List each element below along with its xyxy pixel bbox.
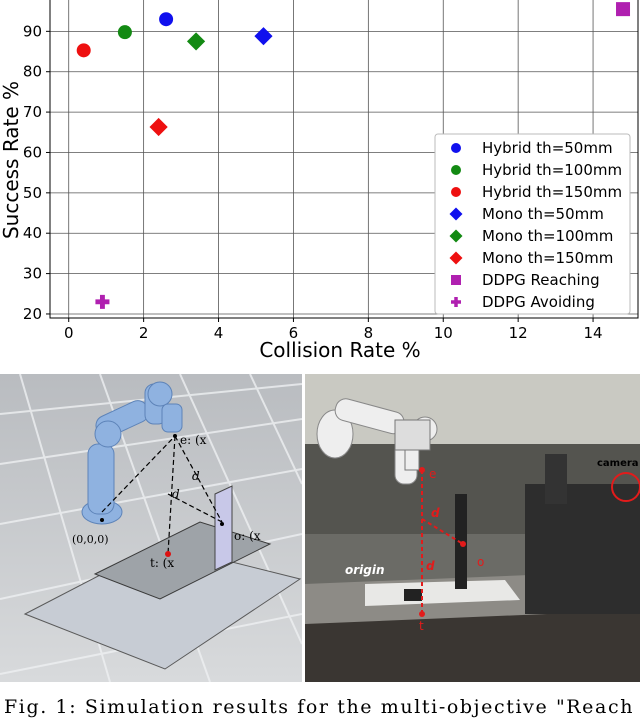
tick-labels: 0 2 4 6 8 10 12 14 20 30 40 50 60 70 80 90 xyxy=(23,22,603,342)
data-point xyxy=(95,294,110,309)
y-tick-label: 80 xyxy=(23,63,42,81)
legend-label: Mono th=150mm xyxy=(482,249,613,267)
scatter-chart: 0 2 4 6 8 10 12 14 20 30 40 50 60 70 80 90 Collision Ra… xyxy=(0,0,639,362)
y-tick-label: 50 xyxy=(23,184,42,202)
x-tick-label: 2 xyxy=(139,324,149,342)
legend-marker xyxy=(451,297,461,307)
legend-marker xyxy=(449,207,463,221)
sim-label-dt: d xyxy=(172,487,180,501)
x-tick-label: 6 xyxy=(289,324,299,342)
y-tick-label: 70 xyxy=(23,103,42,121)
real-label-e: e xyxy=(429,467,436,481)
y-tick-label: 40 xyxy=(23,224,42,242)
sim-label-t: t: (x xyxy=(150,556,174,570)
real-label-camera: camera xyxy=(597,458,639,469)
data-point xyxy=(616,2,631,17)
legend-label: Hybrid th=100mm xyxy=(482,161,622,179)
data-point xyxy=(149,117,168,137)
data-point xyxy=(254,27,273,46)
real-label-origin: origin xyxy=(345,563,385,577)
simulation-figure: e: (x (0,0,0) t: (x o: (x d d xyxy=(0,374,302,682)
legend-marker xyxy=(451,143,461,153)
y-axis-label: Success Rate % xyxy=(0,81,23,239)
legend-label: Mono th=50mm xyxy=(482,205,604,223)
data-point xyxy=(186,32,206,51)
axes-frame xyxy=(49,0,639,319)
real-label-t: t xyxy=(419,619,424,633)
y-tick-label: 20 xyxy=(23,305,42,323)
y-tick-label: 60 xyxy=(23,143,42,161)
data-point xyxy=(76,43,91,58)
y-tick-label: 90 xyxy=(23,22,42,40)
legend-marker xyxy=(451,187,461,197)
real-label-o: o xyxy=(477,555,484,569)
simulation-illustration: e: (x (0,0,0) t: (x o: (x d d xyxy=(0,374,302,682)
legend-label: Mono th=100mm xyxy=(482,227,613,245)
x-tick-label: 8 xyxy=(364,324,374,342)
sim-label-do: d xyxy=(192,469,200,483)
real-robot-photo: camera origin e t o d d xyxy=(305,374,640,682)
x-axis-label: Collision Rate % xyxy=(259,338,420,362)
legend-box xyxy=(434,133,631,315)
real-label-do: d xyxy=(431,506,440,520)
sim-label-e: e: (x xyxy=(180,433,207,447)
legend-marker xyxy=(449,229,463,243)
legend-label: DDPG Avoiding xyxy=(482,293,595,311)
legend-label: Hybrid th=50mm xyxy=(482,139,613,157)
x-tick-label: 12 xyxy=(509,324,528,342)
legend-label: Hybrid th=150mm xyxy=(482,183,622,201)
real-label-dt: d xyxy=(426,559,435,573)
x-tick-label: 0 xyxy=(64,324,74,342)
sim-label-origin: (0,0,0) xyxy=(72,533,109,546)
legend: Hybrid th=50mm Hybrid th=100mm Hybrid th=1… xyxy=(434,133,631,315)
figure-caption: Fig. 1: Simulation results for the multi… xyxy=(4,696,635,718)
legend-marker xyxy=(451,275,461,285)
data-point xyxy=(117,25,132,40)
legend-marker xyxy=(451,165,461,175)
x-tick-label: 14 xyxy=(584,324,603,342)
legend-label: DDPG Reaching xyxy=(482,271,600,289)
data-point xyxy=(159,12,174,27)
x-tick-label: 10 xyxy=(434,324,453,342)
y-tick-label: 30 xyxy=(23,265,42,283)
sim-label-o: o: (x xyxy=(234,529,261,543)
data-points xyxy=(76,2,631,309)
legend-marker xyxy=(449,251,463,265)
real-robot-illustration: camera origin e t o d d xyxy=(305,374,640,682)
x-tick-label: 4 xyxy=(214,324,224,342)
